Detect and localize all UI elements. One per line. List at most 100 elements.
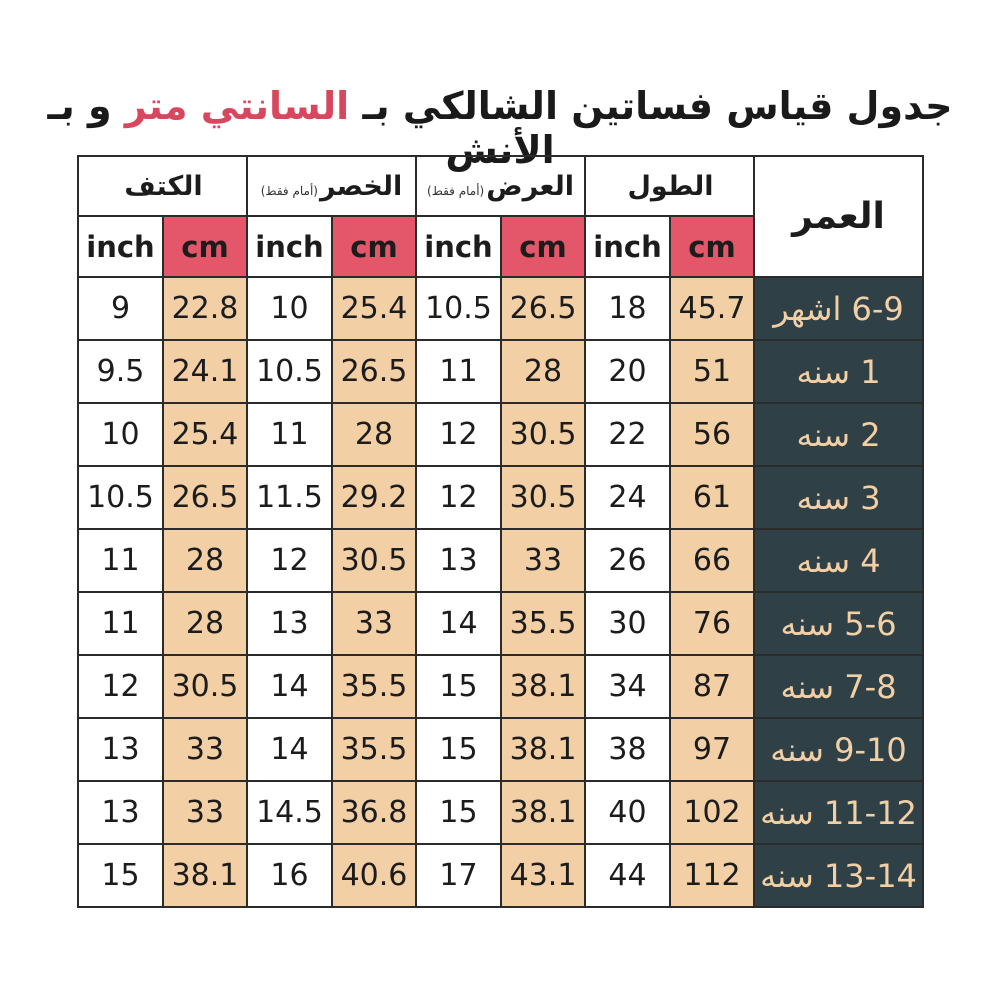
length-cm-cell: 97 — [669, 717, 756, 782]
shoulder-inch-cell: 13 — [77, 780, 164, 845]
shoulder-inch-cell: 10.5 — [77, 465, 164, 530]
shoulder-inch-cell: 10 — [77, 402, 164, 467]
width-inch-cell: 14 — [415, 591, 502, 656]
waist-inch-cell: 14.5 — [246, 780, 333, 845]
group-note: (أمام فقط) — [260, 183, 318, 198]
shoulder-inch-cell: 12 — [77, 654, 164, 719]
unit-cm-width: cm — [499, 215, 587, 278]
group-note: (أمام فقط) — [427, 183, 485, 198]
age-cell: 7-8 سنه — [753, 654, 925, 719]
unit-inch-width: inch — [415, 215, 502, 278]
table-row: 11 28 12 30.5 13 33 26 66 4 سنه — [77, 528, 925, 593]
title-part1: جدول قياس فساتين الشالكي بـ — [349, 84, 953, 128]
waist-inch-cell: 11.5 — [246, 465, 333, 530]
length-inch-cell: 18 — [584, 276, 672, 341]
age-cell: 5-6 سنه — [753, 591, 925, 656]
waist-inch-cell: 13 — [246, 591, 333, 656]
table-row: 9.5 24.1 10.5 26.5 11 28 20 51 1 سنه — [77, 339, 925, 404]
age-cell: 9-10 سنه — [753, 717, 925, 782]
width-inch-cell: 15 — [415, 717, 502, 782]
length-cm-cell: 61 — [669, 465, 756, 530]
shoulder-inch-cell: 15 — [77, 843, 164, 908]
group-name: الخصر — [319, 170, 403, 202]
width-cm-cell: 26.5 — [499, 276, 587, 341]
shoulder-inch-cell: 13 — [77, 717, 164, 782]
length-inch-cell: 26 — [584, 528, 672, 593]
waist-inch-cell: 10.5 — [246, 339, 333, 404]
unit-inch-length: inch — [584, 215, 672, 278]
shoulder-inch-cell: 11 — [77, 528, 164, 593]
age-cell: 11-12 سنه — [753, 780, 925, 845]
size-chart-table: الكتف الخصر(أمام فقط) العرض(أمام فقط) ال… — [77, 155, 925, 908]
waist-cm-cell: 30.5 — [331, 528, 417, 593]
waist-inch-cell: 14 — [246, 717, 333, 782]
age-header: العمر — [753, 155, 925, 278]
waist-cm-cell: 26.5 — [331, 339, 417, 404]
group-header-waist: الخصر(أمام فقط) — [246, 155, 417, 217]
length-inch-cell: 34 — [584, 654, 672, 719]
width-inch-cell: 12 — [415, 402, 502, 467]
waist-inch-cell: 11 — [246, 402, 333, 467]
header-row-units: inch cm inch cm inch cm inch cm — [77, 215, 923, 278]
length-inch-cell: 38 — [584, 717, 672, 782]
width-cm-cell: 35.5 — [499, 591, 587, 656]
shoulder-cm-cell: 26.5 — [162, 465, 248, 530]
age-cell: 13-14 سنه — [753, 843, 925, 908]
width-cm-cell: 38.1 — [499, 780, 587, 845]
length-cm-cell: 87 — [669, 654, 756, 719]
waist-cm-cell: 33 — [331, 591, 417, 656]
width-cm-cell: 28 — [499, 339, 587, 404]
table-row: 11 28 13 33 14 35.5 30 76 5-6 سنه — [77, 591, 925, 656]
shoulder-cm-cell: 28 — [162, 591, 248, 656]
length-inch-cell: 44 — [584, 843, 672, 908]
unit-inch-shoulder: inch — [77, 215, 164, 278]
waist-inch-cell: 14 — [246, 654, 333, 719]
group-header-length: الطول — [584, 155, 756, 217]
length-inch-cell: 22 — [584, 402, 672, 467]
width-cm-cell: 38.1 — [499, 654, 587, 719]
waist-cm-cell: 40.6 — [331, 843, 417, 908]
title-accent: السانتي متر — [124, 84, 350, 128]
group-name: الطول — [627, 170, 714, 202]
group-header-shoulder: الكتف — [77, 155, 248, 217]
group-name: الكتف — [124, 170, 203, 202]
width-cm-cell: 43.1 — [499, 843, 587, 908]
table-row: 13 33 14.5 36.8 15 38.1 40 102 11-12 سنه — [77, 780, 925, 845]
length-cm-cell: 112 — [669, 843, 756, 908]
width-inch-cell: 12 — [415, 465, 502, 530]
waist-inch-cell: 12 — [246, 528, 333, 593]
shoulder-cm-cell: 33 — [162, 717, 248, 782]
length-cm-cell: 102 — [669, 780, 756, 845]
unit-cm-shoulder: cm — [162, 215, 248, 278]
length-cm-cell: 51 — [669, 339, 756, 404]
shoulder-cm-cell: 24.1 — [162, 339, 248, 404]
shoulder-cm-cell: 33 — [162, 780, 248, 845]
table-row: 12 30.5 14 35.5 15 38.1 34 87 7-8 سنه — [77, 654, 925, 719]
waist-cm-cell: 36.8 — [331, 780, 417, 845]
width-inch-cell: 11 — [415, 339, 502, 404]
waist-cm-cell: 25.4 — [331, 276, 417, 341]
unit-cm-length: cm — [669, 215, 756, 278]
shoulder-cm-cell: 25.4 — [162, 402, 248, 467]
shoulder-cm-cell: 30.5 — [162, 654, 248, 719]
width-inch-cell: 13 — [415, 528, 502, 593]
shoulder-cm-cell: 38.1 — [162, 843, 248, 908]
unit-inch-waist: inch — [246, 215, 333, 278]
length-cm-cell: 45.7 — [669, 276, 756, 341]
age-cell: 6-9 اشهر — [753, 276, 925, 341]
width-inch-cell: 17 — [415, 843, 502, 908]
table-row: 10.5 26.5 11.5 29.2 12 30.5 24 61 3 سنه — [77, 465, 925, 530]
length-inch-cell: 20 — [584, 339, 672, 404]
length-cm-cell: 56 — [669, 402, 756, 467]
width-cm-cell: 38.1 — [499, 717, 587, 782]
table-row: 15 38.1 16 40.6 17 43.1 44 112 13-14 سنه — [77, 843, 925, 908]
shoulder-inch-cell: 9.5 — [77, 339, 164, 404]
length-cm-cell: 66 — [669, 528, 756, 593]
waist-inch-cell: 10 — [246, 276, 333, 341]
width-cm-cell: 33 — [499, 528, 587, 593]
shoulder-inch-cell: 11 — [77, 591, 164, 656]
waist-cm-cell: 35.5 — [331, 717, 417, 782]
length-inch-cell: 40 — [584, 780, 672, 845]
table-row: 10 25.4 11 28 12 30.5 22 56 2 سنه — [77, 402, 925, 467]
unit-cm-waist: cm — [331, 215, 417, 278]
